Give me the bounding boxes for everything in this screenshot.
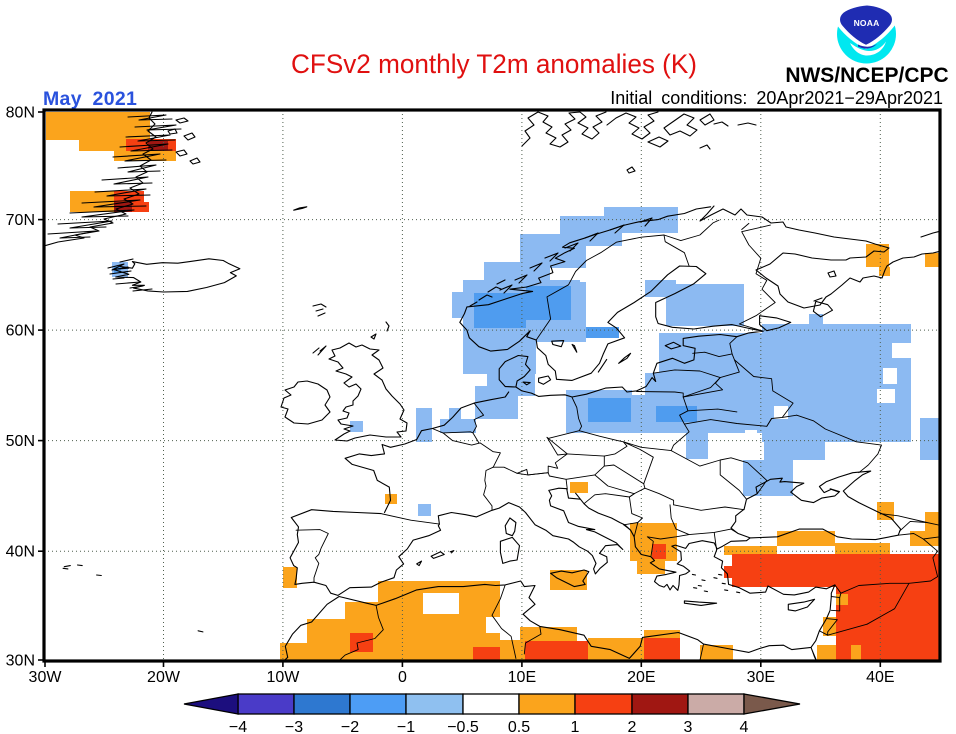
svg-text:30E: 30E xyxy=(747,669,775,686)
svg-text:40N: 40N xyxy=(6,544,35,561)
svg-text:30W: 30W xyxy=(29,669,63,686)
svg-text:20E: 20E xyxy=(627,669,655,686)
svg-text:60N: 60N xyxy=(6,323,35,340)
svg-text:−0.5: −0.5 xyxy=(447,719,479,734)
svg-text:−3: −3 xyxy=(285,719,303,734)
svg-text:10W: 10W xyxy=(266,669,300,686)
svg-text:80N: 80N xyxy=(6,105,35,122)
svg-text:NWS/NCEP/CPC: NWS/NCEP/CPC xyxy=(785,64,948,87)
svg-text:1: 1 xyxy=(571,719,580,734)
svg-text:30N: 30N xyxy=(6,653,35,670)
svg-text:−1: −1 xyxy=(397,719,415,734)
svg-text:10E: 10E xyxy=(508,669,536,686)
svg-text:−4: −4 xyxy=(229,719,247,734)
svg-text:4: 4 xyxy=(740,719,749,734)
svg-text:May 2021: May 2021 xyxy=(43,88,137,110)
svg-text:40E: 40E xyxy=(866,669,894,686)
svg-text:CFSv2 monthly T2m anomalies (K: CFSv2 monthly T2m anomalies (K) xyxy=(291,49,697,79)
svg-text:0.5: 0.5 xyxy=(508,719,530,734)
svg-text:−2: −2 xyxy=(341,719,359,734)
svg-text:2: 2 xyxy=(628,719,637,734)
svg-text:Initial conditions: 20Apr2021−: Initial conditions: 20Apr2021−29Apr2021 xyxy=(610,88,943,108)
svg-text:3: 3 xyxy=(684,719,693,734)
svg-text:50N: 50N xyxy=(6,433,35,450)
svg-text:70N: 70N xyxy=(6,212,35,229)
svg-text:20W: 20W xyxy=(147,669,181,686)
svg-text:0: 0 xyxy=(398,669,407,686)
svg-text:NOAA: NOAA xyxy=(854,18,880,28)
